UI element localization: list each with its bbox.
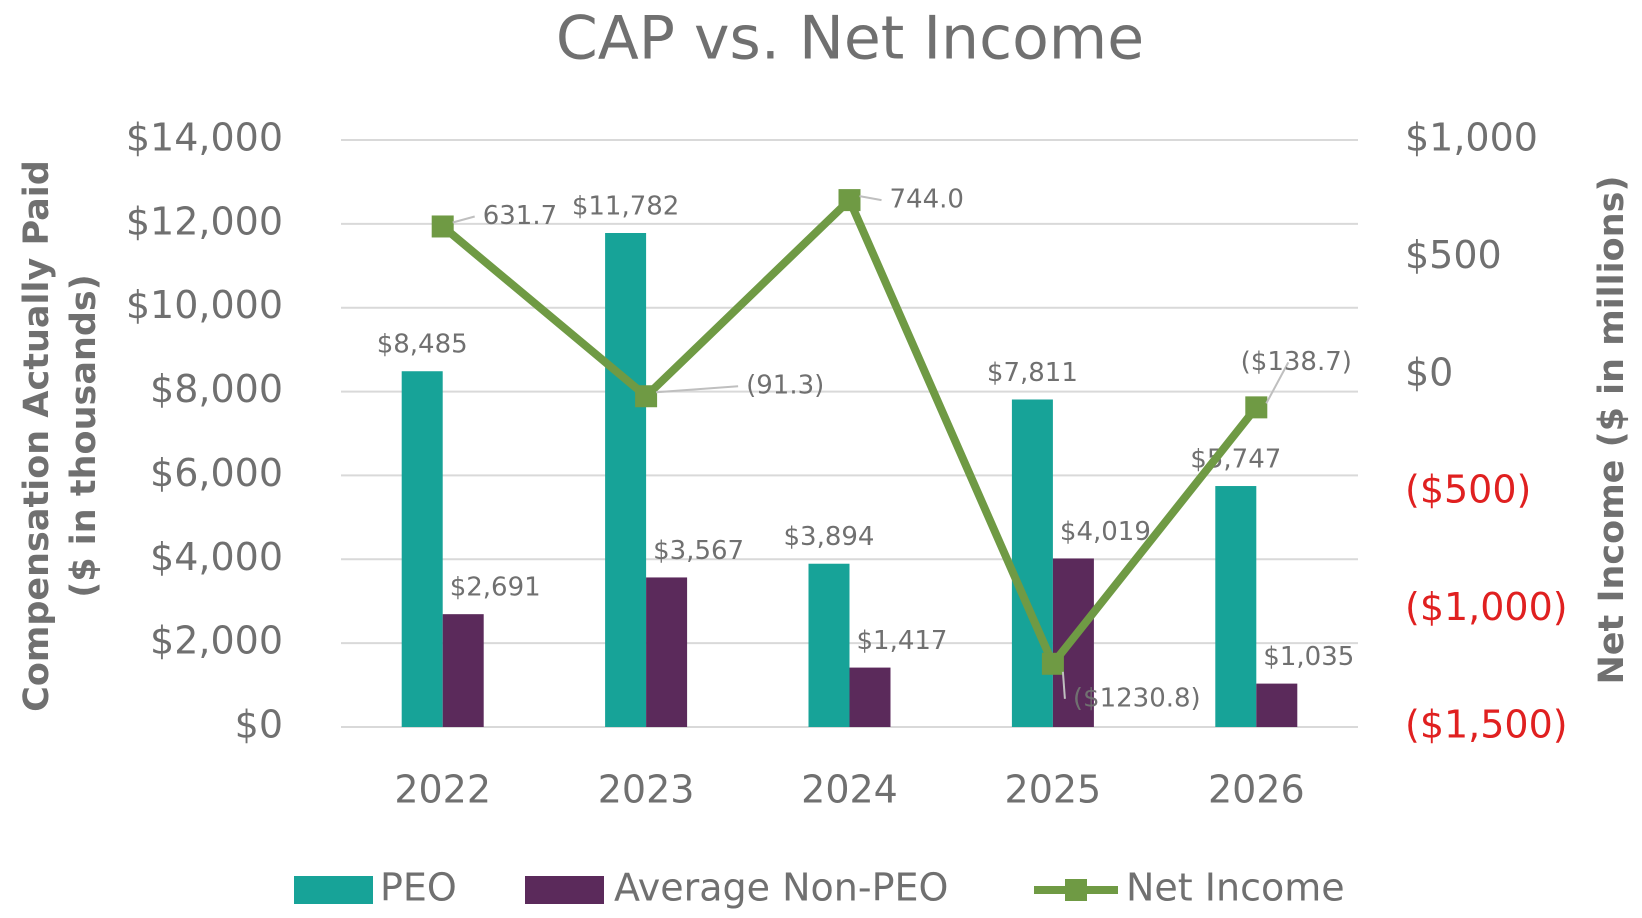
- data-label: $4,019: [1060, 517, 1151, 547]
- legend-label: PEO: [380, 866, 457, 910]
- y2-tick-label: ($1,500): [1405, 703, 1568, 747]
- bar: [1215, 486, 1257, 727]
- chart-title: CAP vs. Net Income: [556, 4, 1144, 74]
- bar: [646, 577, 688, 727]
- data-label: $2,691: [450, 573, 541, 603]
- x-tick-label: 2022: [394, 768, 491, 812]
- line-marker: [1245, 396, 1268, 419]
- x-tick-label: 2025: [1005, 768, 1102, 812]
- data-label: ($1230.8): [1073, 683, 1201, 713]
- data-label: $7,811: [987, 358, 1078, 388]
- legend-label: Average Non-PEO: [614, 866, 948, 910]
- data-label: 744.0: [890, 185, 964, 215]
- y-tick-label: $14,000: [126, 116, 283, 160]
- leader-line: [1265, 361, 1290, 404]
- data-label: (91.3): [746, 371, 824, 401]
- y-axis-title: Compensation Actually Paid: [17, 160, 57, 712]
- y-tick-label: $6,000: [150, 451, 283, 495]
- y-tick-label: $0: [235, 703, 283, 747]
- line-marker: [1041, 652, 1064, 675]
- bar: [401, 371, 443, 727]
- bar: [849, 667, 891, 727]
- legend-swatch: [1065, 879, 1087, 901]
- data-label: $8,485: [377, 330, 468, 360]
- y2-tick-label: $0: [1405, 350, 1453, 394]
- data-label: $1,417: [857, 626, 948, 656]
- legend-label: Net Income: [1126, 866, 1345, 910]
- y-tick-label: $10,000: [126, 283, 283, 327]
- y-tick-label: $4,000: [150, 535, 283, 579]
- y2-tick-label: $500: [1405, 233, 1502, 277]
- y-tick-label: $2,000: [150, 619, 283, 663]
- bar: [1011, 399, 1053, 727]
- leader-line: [656, 385, 739, 394]
- y-tick-label: $8,000: [150, 367, 283, 411]
- legend-swatch: [294, 876, 373, 904]
- bar: [605, 232, 647, 728]
- bar: [1256, 683, 1298, 727]
- data-label: $1,035: [1263, 642, 1354, 672]
- y2-axis-title: Net Income ($ in millions): [1592, 176, 1632, 685]
- bar: [442, 614, 484, 727]
- x-tick-label: 2024: [801, 768, 898, 812]
- leader-line: [859, 195, 882, 202]
- data-label: $11,782: [572, 191, 680, 221]
- data-label: $3,567: [653, 536, 744, 566]
- line-marker: [431, 215, 454, 238]
- y2-tick-label: ($1,000): [1405, 585, 1568, 629]
- legend-swatch: [525, 876, 604, 904]
- line-marker: [838, 189, 861, 212]
- bar: [808, 563, 850, 727]
- y-axis-title: ($ in thousands): [64, 274, 104, 598]
- data-label: 631.7: [483, 201, 557, 231]
- x-tick-label: 2026: [1208, 768, 1305, 812]
- data-label: $3,894: [784, 522, 875, 552]
- y2-tick-label: $1,000: [1405, 116, 1538, 160]
- x-tick-label: 2023: [598, 768, 695, 812]
- leader-line: [1061, 671, 1066, 699]
- line-marker: [635, 385, 658, 408]
- leader-line: [452, 215, 475, 224]
- y2-tick-label: ($500): [1405, 468, 1531, 512]
- data-label: ($138.7): [1241, 347, 1352, 377]
- y-tick-label: $12,000: [126, 199, 283, 243]
